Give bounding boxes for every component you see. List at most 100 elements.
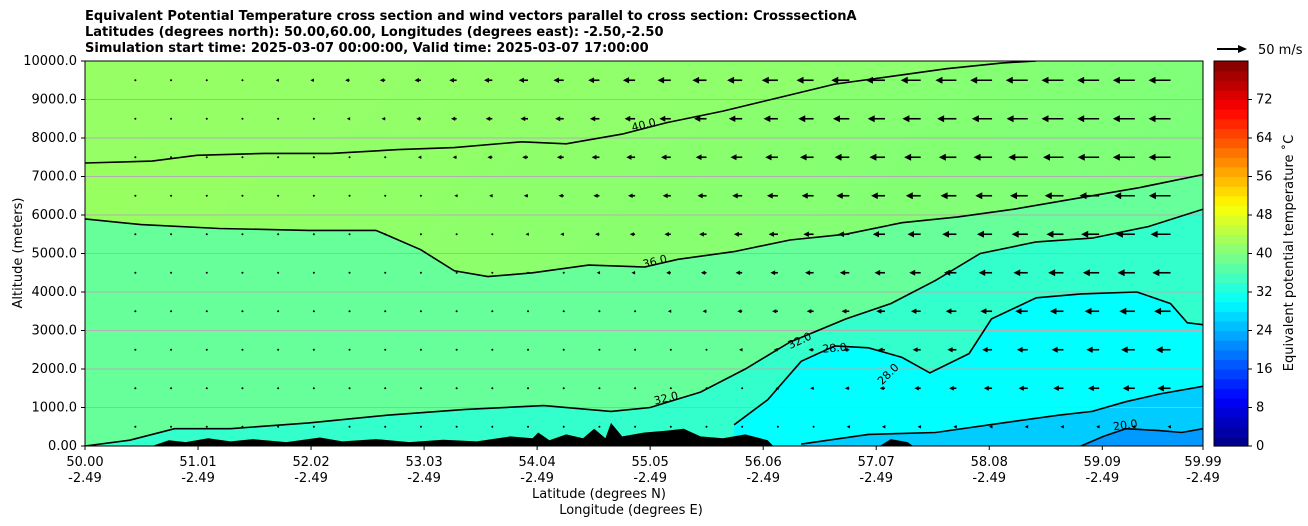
wind-vector xyxy=(134,310,137,313)
wind-vector xyxy=(982,347,993,353)
wind-vector xyxy=(669,387,672,390)
wind-vector xyxy=(1082,269,1100,277)
wind-vector xyxy=(989,425,993,429)
colorbar-tick-label: 40 xyxy=(1256,247,1273,262)
wind-vector xyxy=(844,386,850,391)
colorbar-segment xyxy=(1214,282,1248,293)
colorbar-segment xyxy=(1214,195,1248,206)
wind-vector xyxy=(205,233,208,236)
wind-vector xyxy=(595,232,600,237)
wind-vector xyxy=(416,116,421,121)
x-tick-label-lon: -2.49 xyxy=(520,471,554,486)
wind-reference-key: 50 m/s xyxy=(1217,43,1303,58)
wind-vector xyxy=(241,387,244,390)
wind-vector xyxy=(1084,307,1100,315)
wind-vector xyxy=(910,308,921,314)
wind-vector xyxy=(776,425,779,428)
wind-vector xyxy=(1150,230,1171,238)
wind-vector xyxy=(872,231,885,238)
x-tick-label-lat: 59.09 xyxy=(1084,455,1121,470)
wind-vector xyxy=(558,193,564,198)
wind-vector xyxy=(384,271,387,274)
x-tick-label-lon: -2.49 xyxy=(1186,471,1220,486)
wind-vector xyxy=(553,77,564,84)
x-tick-label-lon: -2.49 xyxy=(633,471,667,486)
x-tick-label-lon: -2.49 xyxy=(294,471,328,486)
wind-vector xyxy=(839,270,850,276)
wind-vector xyxy=(1131,425,1136,429)
wind-vector xyxy=(134,271,137,274)
colorbar-segment xyxy=(1214,138,1248,149)
wind-vector xyxy=(983,385,993,391)
wind-vector xyxy=(527,310,530,313)
y-tick-label: 0.00 xyxy=(48,439,77,454)
x-axis-label-2: Longitude (degrees E) xyxy=(559,503,703,518)
x-tick-label-lon: -2.49 xyxy=(746,471,780,486)
wind-vector xyxy=(834,153,850,161)
wind-vector xyxy=(867,115,885,123)
wind-vector xyxy=(871,192,885,200)
wind-vector xyxy=(134,233,137,236)
wind-vector xyxy=(702,309,707,314)
wind-vector xyxy=(205,117,208,120)
contour-line-36 xyxy=(85,173,1203,278)
wind-vector xyxy=(522,155,529,160)
wind-vector xyxy=(170,348,173,351)
wind-vector xyxy=(935,76,957,84)
wind-vector xyxy=(1112,76,1135,84)
wind-vector xyxy=(1148,115,1171,123)
wind-vector xyxy=(763,115,778,123)
contour-label: 20.0 xyxy=(1112,417,1138,433)
wind-vector xyxy=(277,271,280,274)
wind-vector xyxy=(881,425,886,429)
wind-vector xyxy=(312,233,315,236)
wind-vector xyxy=(1006,115,1028,123)
wind-vector xyxy=(1148,76,1171,84)
wind-vector xyxy=(942,230,957,238)
wind-vector xyxy=(312,117,315,120)
wind-vector xyxy=(277,194,280,197)
wind-vector xyxy=(455,310,458,313)
wind-vector xyxy=(134,79,137,82)
contour-line-20 xyxy=(1080,427,1203,446)
wind-vector xyxy=(134,425,137,428)
y-tick-label: 1000.0 xyxy=(32,401,78,416)
colorbar-segment xyxy=(1214,186,1248,197)
wind-vector xyxy=(555,116,564,122)
wind-vector xyxy=(937,115,957,123)
wind-vector xyxy=(843,347,850,352)
wind-vector xyxy=(562,425,565,428)
wind-vector xyxy=(170,310,173,313)
x-tick-label-lat: 50.00 xyxy=(66,455,103,470)
wind-vector xyxy=(484,77,493,83)
wind-vector xyxy=(527,271,530,274)
wind-vector xyxy=(346,117,351,121)
wind-vector xyxy=(775,386,779,390)
wind-vector xyxy=(384,156,387,159)
wind-vector xyxy=(900,76,921,84)
x-tick-label-lat: 56.06 xyxy=(745,455,782,470)
x-axis-label: Latitude (degrees N) xyxy=(532,487,666,502)
wind-vector xyxy=(562,387,565,390)
wind-vector xyxy=(766,192,778,199)
wind-vector xyxy=(417,155,422,159)
x-axis: 50.00-2.4951.01-2.4952.02-2.4953.03-2.49… xyxy=(66,446,1222,486)
wind-vector xyxy=(832,115,850,123)
wind-vector xyxy=(805,270,814,276)
wind-vector xyxy=(1155,346,1171,354)
wind-vector xyxy=(1048,269,1064,277)
x-tick-label-lon: -2.49 xyxy=(407,471,441,486)
wind-vector xyxy=(1081,230,1100,238)
y-tick-label: 9000.0 xyxy=(32,93,78,108)
wind-vector xyxy=(1046,230,1064,238)
x-tick-label-lat: 55.05 xyxy=(632,455,669,470)
y-axis: 0.00 1000.0 2000.0 3000.0 4000.0 5000.0 6000.0… xyxy=(23,54,85,454)
x-tick-label-lat: 57.07 xyxy=(858,455,895,470)
wind-vector xyxy=(560,232,564,237)
contour-label: 40.0 xyxy=(630,116,657,135)
x-tick-label-lat: 52.02 xyxy=(292,455,329,470)
colorbar-segment xyxy=(1214,234,1248,245)
wind-vector xyxy=(348,194,351,197)
wind-vector xyxy=(384,233,387,236)
wind-vector xyxy=(978,269,993,277)
